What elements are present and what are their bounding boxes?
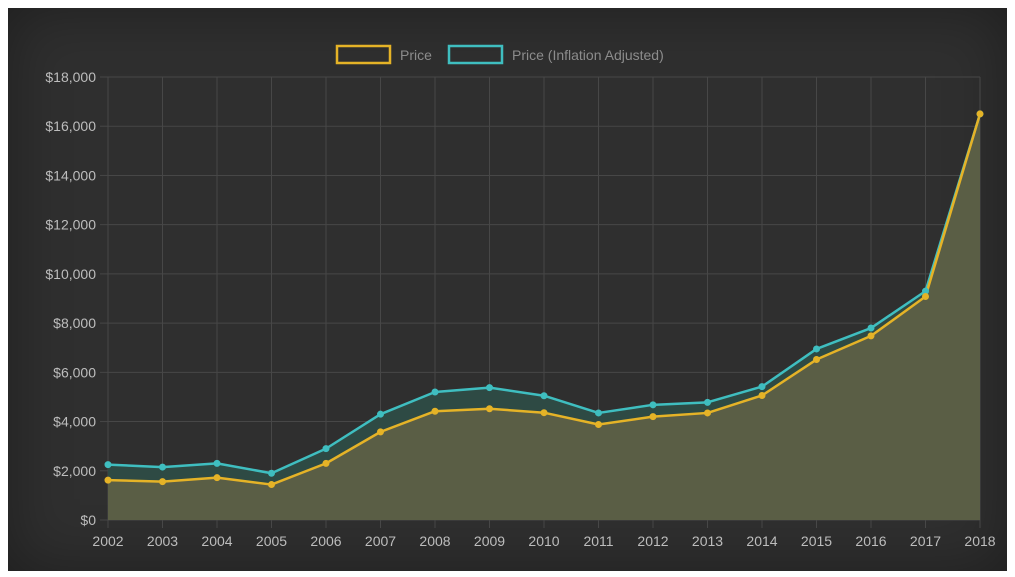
data-point[interactable]: [922, 293, 929, 301]
y-tick-label: $10,000: [45, 266, 96, 282]
x-tick-label: 2015: [801, 533, 832, 549]
x-tick-label: 2002: [92, 533, 123, 549]
legend-item[interactable]: Price (Inflation Adjusted): [447, 44, 664, 65]
x-tick-label: 2014: [746, 533, 777, 549]
x-tick-label: 2013: [692, 533, 723, 549]
data-point[interactable]: [540, 409, 548, 417]
data-point[interactable]: [704, 409, 711, 417]
legend-swatch: [447, 44, 504, 65]
data-point[interactable]: [213, 474, 221, 482]
data-point[interactable]: [322, 445, 330, 453]
x-tick-label: 2010: [528, 533, 559, 549]
data-point[interactable]: [540, 392, 548, 400]
x-tick-label: 2004: [201, 533, 232, 549]
data-point[interactable]: [431, 407, 439, 415]
x-tick-label: 2018: [964, 533, 995, 549]
data-point[interactable]: [813, 345, 820, 353]
x-tick-label: 2005: [256, 533, 287, 549]
x-tick-label: 2017: [910, 533, 941, 549]
x-tick-label: 2012: [637, 533, 668, 549]
data-point[interactable]: [377, 410, 384, 418]
data-point[interactable]: [322, 459, 330, 467]
legend-swatch: [335, 44, 392, 65]
y-tick-label: $12,000: [45, 217, 96, 233]
data-point[interactable]: [486, 384, 493, 392]
y-tick-label: $2,000: [53, 463, 96, 479]
data-point[interactable]: [976, 110, 984, 118]
y-tick-label: $6,000: [53, 364, 96, 380]
data-point[interactable]: [867, 332, 875, 340]
y-tick-label: $4,000: [53, 414, 96, 430]
legend-label: Price: [400, 47, 432, 63]
data-point[interactable]: [104, 461, 112, 469]
data-point[interactable]: [213, 459, 221, 467]
legend: Price Price (Inflation Adjusted): [335, 44, 664, 65]
x-tick-label: 2011: [583, 533, 613, 549]
y-tick-label: $16,000: [45, 118, 96, 134]
series-points: [104, 110, 984, 489]
y-tick-label: $14,000: [45, 167, 96, 183]
area-fills: [108, 113, 980, 521]
y-tick-label: $0: [80, 512, 96, 528]
legend-item[interactable]: Price: [335, 44, 432, 65]
x-tick-label: 2009: [474, 533, 505, 549]
data-point[interactable]: [649, 413, 657, 421]
x-tick-label: 2016: [855, 533, 886, 549]
data-point[interactable]: [431, 388, 439, 396]
data-point[interactable]: [486, 405, 493, 413]
y-axis-tick-labels: $0 $2,000 $4,000 $6,000 $8,000 $10,000 $12,000…: [45, 69, 96, 528]
x-tick-label: 2008: [419, 533, 450, 549]
data-point[interactable]: [758, 383, 766, 391]
data-point[interactable]: [159, 478, 166, 486]
data-point[interactable]: [268, 469, 275, 477]
x-axis-tick-labels: 2002 2003 2004 2005 2006 2007 2008 2009 2010 2011…: [92, 533, 995, 549]
legend-label: Price (Inflation Adjusted): [512, 47, 664, 63]
data-point[interactable]: [159, 463, 166, 471]
y-tick-label: $8,000: [53, 315, 96, 331]
data-point[interactable]: [595, 409, 602, 417]
y-tick-label: $18,000: [45, 69, 96, 85]
x-tick-label: 2006: [310, 533, 341, 549]
data-point[interactable]: [104, 476, 112, 484]
area-fill-series-1: [108, 113, 980, 521]
data-point[interactable]: [268, 481, 275, 489]
data-point[interactable]: [649, 401, 657, 409]
data-point[interactable]: [377, 428, 384, 436]
data-point[interactable]: [704, 398, 711, 406]
data-point[interactable]: [758, 391, 766, 399]
data-point[interactable]: [867, 324, 875, 332]
data-point[interactable]: [595, 421, 602, 429]
x-tick-label: 2003: [147, 533, 178, 549]
x-tick-label: 2007: [365, 533, 396, 549]
data-point[interactable]: [813, 356, 820, 364]
